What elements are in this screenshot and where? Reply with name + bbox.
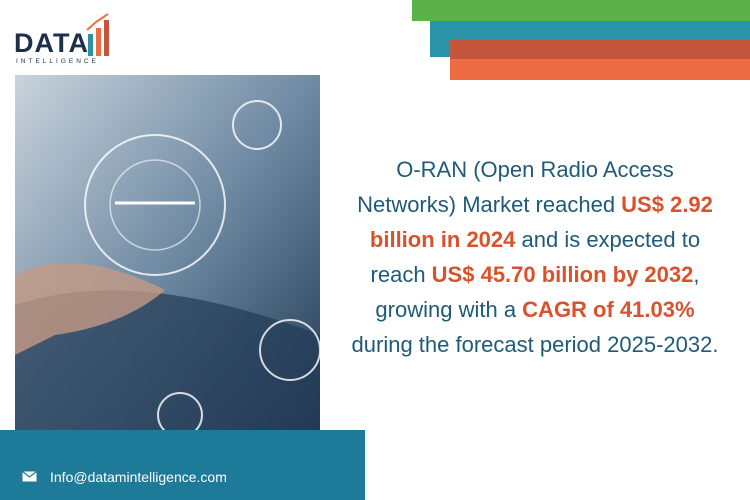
stripe — [450, 59, 750, 80]
highlight-text: US$ 2.92 billion in 2024 — [369, 192, 713, 252]
body-text: O-RAN (Open Radio Access Networks) Marke… — [357, 157, 674, 217]
email: Info@datamintelligence.com — [50, 469, 227, 485]
stripe — [412, 0, 750, 21]
logo-tagline: INTELLIGENCE — [16, 58, 99, 65]
body-text: during the forecast period 2025-2032. — [351, 332, 719, 357]
logo-name: DATA — [14, 28, 89, 58]
highlight-text: CAGR of 41.03% — [522, 297, 695, 322]
body-text: , growing with a — [375, 262, 700, 322]
footer-band — [0, 430, 365, 500]
photo — [15, 75, 320, 450]
highlight-text: US$ 45.70 billion by 2032 — [431, 262, 694, 287]
stripe — [450, 40, 750, 59]
mail-icon — [22, 471, 37, 482]
logo-icon — [86, 13, 109, 56]
headline: O-RAN (Open Radio Access Networks) Marke… — [350, 152, 720, 362]
body-text: and is expected to reach — [370, 227, 701, 287]
